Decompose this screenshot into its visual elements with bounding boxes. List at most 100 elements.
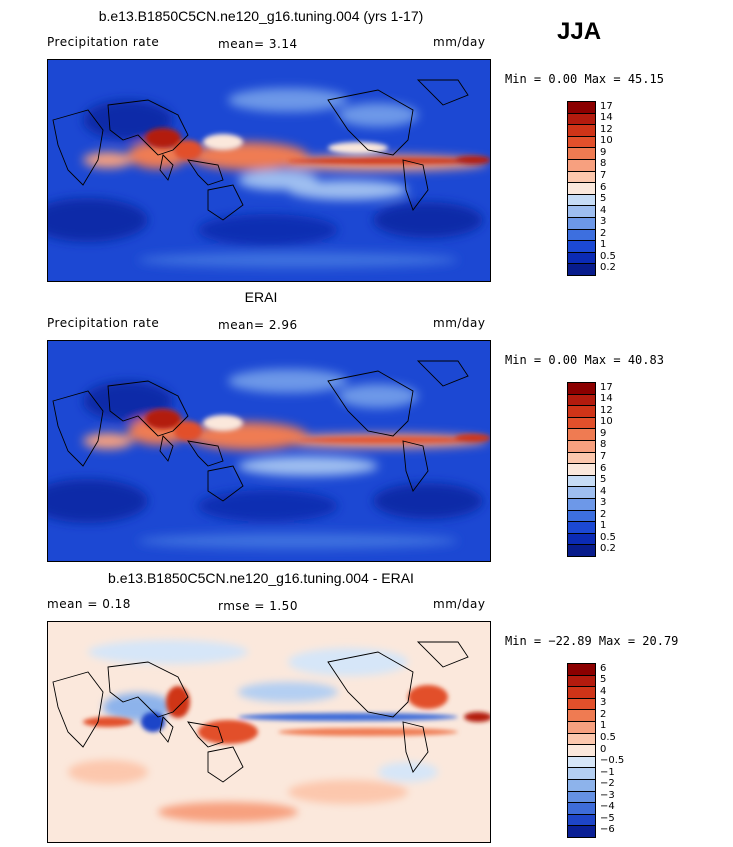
colorbar-swatch <box>568 721 595 734</box>
colorbar-swatch <box>568 429 595 441</box>
panel-2-colorbar-labels: 17 14 12 10 9 8 7 6 5 4 3 2 1 0.5 0.2 <box>600 382 640 555</box>
colorbar-tick-label: 6 <box>600 662 607 674</box>
panel-1-precip-field <box>48 60 490 281</box>
panel-1-variable-label: Precipitation rate <box>47 35 160 49</box>
colorbar-tick-label: 17 <box>600 381 613 393</box>
colorbar-swatch <box>568 171 595 184</box>
colorbar-tick-label: 2 <box>600 708 607 720</box>
colorbar-swatch <box>568 452 595 465</box>
colorbar-swatch <box>568 406 595 418</box>
colorbar-tick-label: 0.5 <box>600 531 616 543</box>
colorbar-tick-label: 1 <box>600 239 607 251</box>
panel-3-coastlines <box>52 641 469 783</box>
colorbar-swatch <box>568 779 595 792</box>
colorbar-swatch <box>568 148 595 160</box>
colorbar-swatch <box>568 687 595 699</box>
colorbar-swatch <box>568 440 595 453</box>
panel-2-coastlines <box>52 360 469 502</box>
panel-3-difference-field <box>48 622 490 842</box>
panel-2-minmax: Min = 0.00 Max = 40.83 <box>505 353 664 367</box>
panel-1-colorbar <box>567 101 596 276</box>
colorbar-tick-label: 1 <box>600 720 607 732</box>
panel-2-colorbar <box>567 382 596 557</box>
panel-2-units: mm/day <box>433 316 486 330</box>
colorbar-swatch <box>568 710 595 722</box>
colorbar-swatch <box>568 826 595 837</box>
colorbar-tick-label: 7 <box>600 450 607 462</box>
colorbar-swatch <box>568 206 595 218</box>
panel-1-coastlines <box>52 79 469 221</box>
colorbar-tick-label: 14 <box>600 393 613 405</box>
colorbar-tick-label: 3 <box>600 216 607 228</box>
colorbar-swatch <box>568 803 595 815</box>
colorbar-swatch <box>568 464 595 476</box>
colorbar-swatch <box>568 664 595 676</box>
colorbar-tick-label: 12 <box>600 404 613 416</box>
colorbar-tick-label: −4 <box>600 801 615 813</box>
panel-3-units: mm/day <box>433 597 486 611</box>
colorbar-tick-label: 3 <box>600 697 607 709</box>
panel-1-title: b.e13.B1850C5CN.ne120_g16.tuning.004 (yr… <box>98 8 424 24</box>
colorbar-swatch <box>568 756 595 769</box>
colorbar-tick-label: −5 <box>600 812 615 824</box>
colorbar-swatch <box>568 791 595 804</box>
colorbar-swatch <box>568 217 595 230</box>
colorbar-tick-label: −3 <box>600 789 615 801</box>
colorbar-tick-label: 0.2 <box>600 262 616 274</box>
colorbar-tick-label: 9 <box>600 427 607 439</box>
colorbar-swatch <box>568 545 595 556</box>
panel-2-precip-field <box>48 341 490 561</box>
panel-3-mean-label: mean = 0.18 <box>47 597 131 611</box>
colorbar-tick-label: 0.5 <box>600 250 616 262</box>
colorbar-swatch <box>568 194 595 207</box>
colorbar-swatch <box>568 394 595 407</box>
panel-2-mean-label: mean= 2.96 <box>218 318 298 332</box>
panel-3-map <box>47 621 491 843</box>
colorbar-swatch <box>568 533 595 546</box>
panel-3-colorbar-labels: 6 5 4 3 2 1 0.5 0 −0.5 −1 −2 −3 −4 −5 −6 <box>600 663 640 836</box>
colorbar-tick-label: −1 <box>600 766 615 778</box>
panel-3-colorbar <box>567 663 596 838</box>
colorbar-tick-label: 5 <box>600 674 607 686</box>
colorbar-tick-label: 4 <box>600 485 607 497</box>
colorbar-tick-label: 0.2 <box>600 543 616 555</box>
colorbar-tick-label: −6 <box>600 824 615 836</box>
colorbar-swatch <box>568 510 595 523</box>
colorbar-tick-label: 7 <box>600 169 607 181</box>
panel-3-title: b.e13.B1850C5CN.ne120_g16.tuning.004 - E… <box>108 570 414 586</box>
colorbar-swatch <box>568 125 595 137</box>
panel-2-map <box>47 340 491 562</box>
colorbar-swatch <box>568 136 595 149</box>
colorbar-tick-label: 8 <box>600 158 607 170</box>
colorbar-swatch <box>568 733 595 746</box>
colorbar-swatch <box>568 745 595 757</box>
colorbar-swatch <box>568 241 595 253</box>
colorbar-swatch <box>568 229 595 242</box>
colorbar-tick-label: 5 <box>600 474 607 486</box>
colorbar-swatch <box>568 252 595 265</box>
colorbar-tick-label: −0.5 <box>600 755 625 767</box>
panel-1-units: mm/day <box>433 35 486 49</box>
panel-1-minmax: Min = 0.00 Max = 45.15 <box>505 72 664 86</box>
panel-2-title: ERAI <box>244 289 278 305</box>
panel-1-map <box>47 59 491 282</box>
colorbar-tick-label: 10 <box>600 416 613 428</box>
colorbar-tick-label: 1 <box>600 520 607 532</box>
colorbar-tick-label: 17 <box>600 100 613 112</box>
colorbar-swatch <box>568 102 595 114</box>
panel-3-minmax: Min = −22.89 Max = 20.79 <box>505 634 679 648</box>
colorbar-tick-label: 4 <box>600 685 607 697</box>
colorbar-tick-label: 6 <box>600 181 607 193</box>
colorbar-tick-label: 4 <box>600 204 607 216</box>
colorbar-swatch <box>568 475 595 488</box>
colorbar-tick-label: 5 <box>600 193 607 205</box>
colorbar-swatch <box>568 498 595 511</box>
panel-1-mean-label: mean= 3.14 <box>218 37 298 51</box>
colorbar-swatch <box>568 113 595 126</box>
panel-3-rmse-label: rmse = 1.50 <box>218 599 298 613</box>
colorbar-tick-label: 6 <box>600 462 607 474</box>
colorbar-tick-label: 2 <box>600 508 607 520</box>
colorbar-tick-label: −2 <box>600 778 615 790</box>
colorbar-tick-label: 9 <box>600 146 607 158</box>
colorbar-tick-label: 10 <box>600 135 613 147</box>
